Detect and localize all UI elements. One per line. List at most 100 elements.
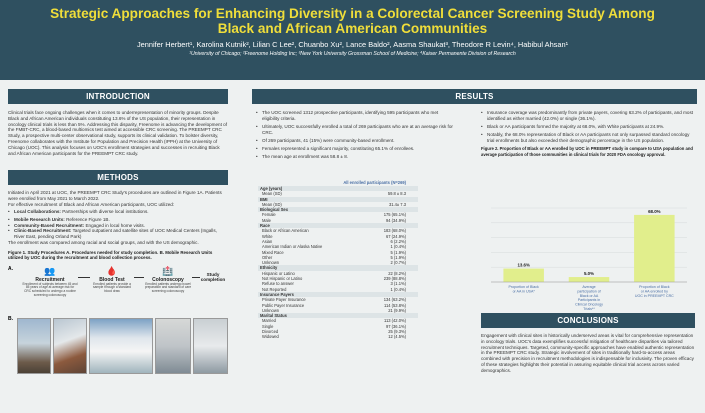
hospital-icon: 🏥 xyxy=(162,265,174,276)
blood-drop-icon: 🩸 xyxy=(106,265,118,276)
result-bullet: The mean age at enrollment was 58.8 ± 8. xyxy=(256,154,456,160)
table-cell-label: Single xyxy=(262,323,274,329)
demographics-table: All enrolled participants (N=269) Age (y… xyxy=(258,180,418,340)
table-row: Mean (SD) 31.4± 7.3 xyxy=(258,202,418,207)
introduction-text: Clinical trials face ongoing challenges … xyxy=(8,110,227,156)
table-cell-value: 67 (24.9%) xyxy=(385,233,406,239)
mobile-unit-photo xyxy=(53,317,87,374)
table-cell-value: 31.4± 7.3 xyxy=(388,201,406,207)
table-section-title: Biological Sex xyxy=(258,207,418,213)
introduction-heading: INTRODUCTION xyxy=(8,89,228,104)
table-row: Single 97 (36.1%) xyxy=(258,324,418,329)
conclusions-section: CONCLUSIONS Engagement with clinical sit… xyxy=(481,313,695,374)
table-cell-label: Other xyxy=(262,254,273,260)
table-cell-value: 114 (53.8%) xyxy=(384,302,406,308)
table-cell-label: Unknown xyxy=(262,307,280,313)
table-row: Male 94 (34.9%) xyxy=(258,218,418,223)
category-label: Proportion of Black or AA enrolled by UOC … xyxy=(635,285,674,298)
arrow-icon xyxy=(192,276,200,278)
table-cell-value: 134 (63.2%) xyxy=(383,297,406,303)
step-blood-test: 🩸 Blood Test Enrolled patients provide a… xyxy=(90,266,134,294)
table-cell-value: 2 (0.7%) xyxy=(390,260,406,266)
methods-p1: Initiated in April 2021 at UOC, the PREE… xyxy=(8,190,222,202)
bar-value-label: 13.6% xyxy=(517,263,530,268)
poster-body: INTRODUCTION Clinical trials face ongoin… xyxy=(0,80,705,413)
table-cell-label: Refuse to answer xyxy=(262,281,294,287)
conclusions-text: Engagement with clinical sites in histor… xyxy=(481,333,695,373)
table-cell-label: Widowed xyxy=(262,334,279,340)
table-row: Unknown 21 (9.9%) xyxy=(258,308,418,313)
table-cell-value: 97 (36.1%) xyxy=(385,323,406,329)
table-cell-value: 239 (88.8%) xyxy=(383,276,406,282)
table-row: Mean (SD) 59.8 ± 8.3 xyxy=(258,191,418,196)
category-label: Average participation of Black or AA Partic… xyxy=(575,285,603,311)
table-cell-value: 175 (65.1%) xyxy=(383,212,406,218)
author-list: Jennifer Herbert¹, Karolina Kutnik², Lil… xyxy=(136,40,569,49)
table-row: American Indian or Alaska Native 1 (0.4%) xyxy=(258,244,418,249)
table-row: Not Hispanic or Latino 239 (88.8%) xyxy=(258,276,418,281)
table-cell-label: Unknown xyxy=(262,260,280,266)
table-cell-value: 6 (2.2%) xyxy=(390,238,406,244)
table-cell-label: Public Payer Insurance xyxy=(262,302,305,308)
results-right: Insurance coverage was predominantly fro… xyxy=(481,110,695,157)
table-section-title: Race xyxy=(258,223,418,229)
table-header: All enrolled participants (N=269) xyxy=(343,180,406,185)
table-row: Private Payer Insurance 134 (63.2%) xyxy=(258,297,418,302)
table-cell-label: Divorced xyxy=(262,329,279,335)
result-bullet: Females represented a significant majori… xyxy=(256,146,456,152)
methods-bullet: Mobile Research Units: Reference Figure … xyxy=(8,217,228,223)
figure1-caption: Figure 1. Study Procedures A. Procedures… xyxy=(8,249,213,261)
mobile-unit-photo xyxy=(155,317,191,374)
table-cell-value: 5 (1.9%) xyxy=(390,249,406,255)
table-cell-value: 12 (4.5%) xyxy=(388,334,406,340)
table-row: Divorced 25 (9.3%) xyxy=(258,329,418,334)
table-cell-value: 1 (0.4%) xyxy=(390,244,406,250)
result-bullet: Of 269 participants, 41 (15%) were commu… xyxy=(256,138,456,144)
table-row: Refuse to answer 3 (1.1%) xyxy=(258,281,418,286)
bar xyxy=(568,277,610,282)
table-cell-value: 25 (9.3%) xyxy=(388,329,406,335)
table-cell-label: Not Hispanic or Latino xyxy=(262,276,303,282)
table-row: Married 113 (42.0%) xyxy=(258,318,418,323)
bar-value-label: 68.0% xyxy=(648,209,661,214)
table-cell-label: Asian xyxy=(262,238,273,244)
people-icon: 👥 xyxy=(44,265,56,276)
table-cell-label: Hispanic or Latino xyxy=(262,270,295,276)
figure1-panel-a: A. 👥 Recruitment Enrollment of subjects … xyxy=(8,264,228,316)
table-cell-label: Mean (SD) xyxy=(262,191,282,197)
results-right-bullets: Insurance coverage was predominantly fro… xyxy=(481,110,695,143)
poster-header: Strategic Approaches for Enhancing Diver… xyxy=(0,0,705,80)
table-row: Mixed Race 5 (1.9%) xyxy=(258,250,418,255)
panel-a-label: A. xyxy=(8,265,13,272)
table-cell-value: 22 (8.2%) xyxy=(388,270,406,276)
table-cell-value: 3 (1.1%) xyxy=(390,281,406,287)
results-left: The UOC screened 1312 prospective partic… xyxy=(256,110,456,162)
table-section-title: BMI xyxy=(258,196,418,202)
affiliations: ¹University of Chicago; ²Freenome Holdin… xyxy=(189,51,516,57)
step-completion: Study completion xyxy=(200,271,226,282)
table-cell-label: Female xyxy=(262,212,276,218)
table-section-title: Age (years) xyxy=(258,186,418,192)
methods-p3: The enrollment was compared among racial… xyxy=(8,239,199,245)
figure2-chart: 13.6% Proportion of Black or AA in USA* 5.0… xyxy=(481,202,695,312)
table-cell-value: 1 (0.4%) xyxy=(390,286,406,292)
table-cell-label: Not Reported xyxy=(262,286,287,292)
left-column: INTRODUCTION Clinical trials face ongoin… xyxy=(8,80,228,374)
result-bullet: The UOC screened 1312 prospective partic… xyxy=(256,110,456,122)
result-bullet: Insurance coverage was predominantly fro… xyxy=(481,110,695,122)
methods-p2: For effective recruitment of Black and A… xyxy=(8,201,175,207)
table-body: Age (years) Mean (SD) 59.8 ± 8.3 BMI Mean (S… xyxy=(258,186,418,340)
category-label: Proportion of Black or AA in USA* xyxy=(508,285,539,293)
figure1-panel-b: B. xyxy=(8,316,228,374)
conclusions-heading: CONCLUSIONS xyxy=(481,313,695,328)
table-cell-label: White xyxy=(262,233,273,239)
figure2-caption: Figure 2. Proportion of Black or AA enro… xyxy=(481,146,693,157)
result-bullet: Notably, the 68.0% representation of Bla… xyxy=(481,132,695,144)
results-section: RESULTS xyxy=(252,80,697,104)
table-section-title: Insurance Payers xyxy=(258,291,418,298)
table-row: Hispanic or Latino 22 (8.2%) xyxy=(258,271,418,276)
table-row: Asian 6 (2.2%) xyxy=(258,239,418,244)
arrow-icon xyxy=(78,276,90,278)
methods-heading: METHODS xyxy=(8,170,228,186)
table-row: Public Payer Insurance 114 (53.8%) xyxy=(258,303,418,308)
